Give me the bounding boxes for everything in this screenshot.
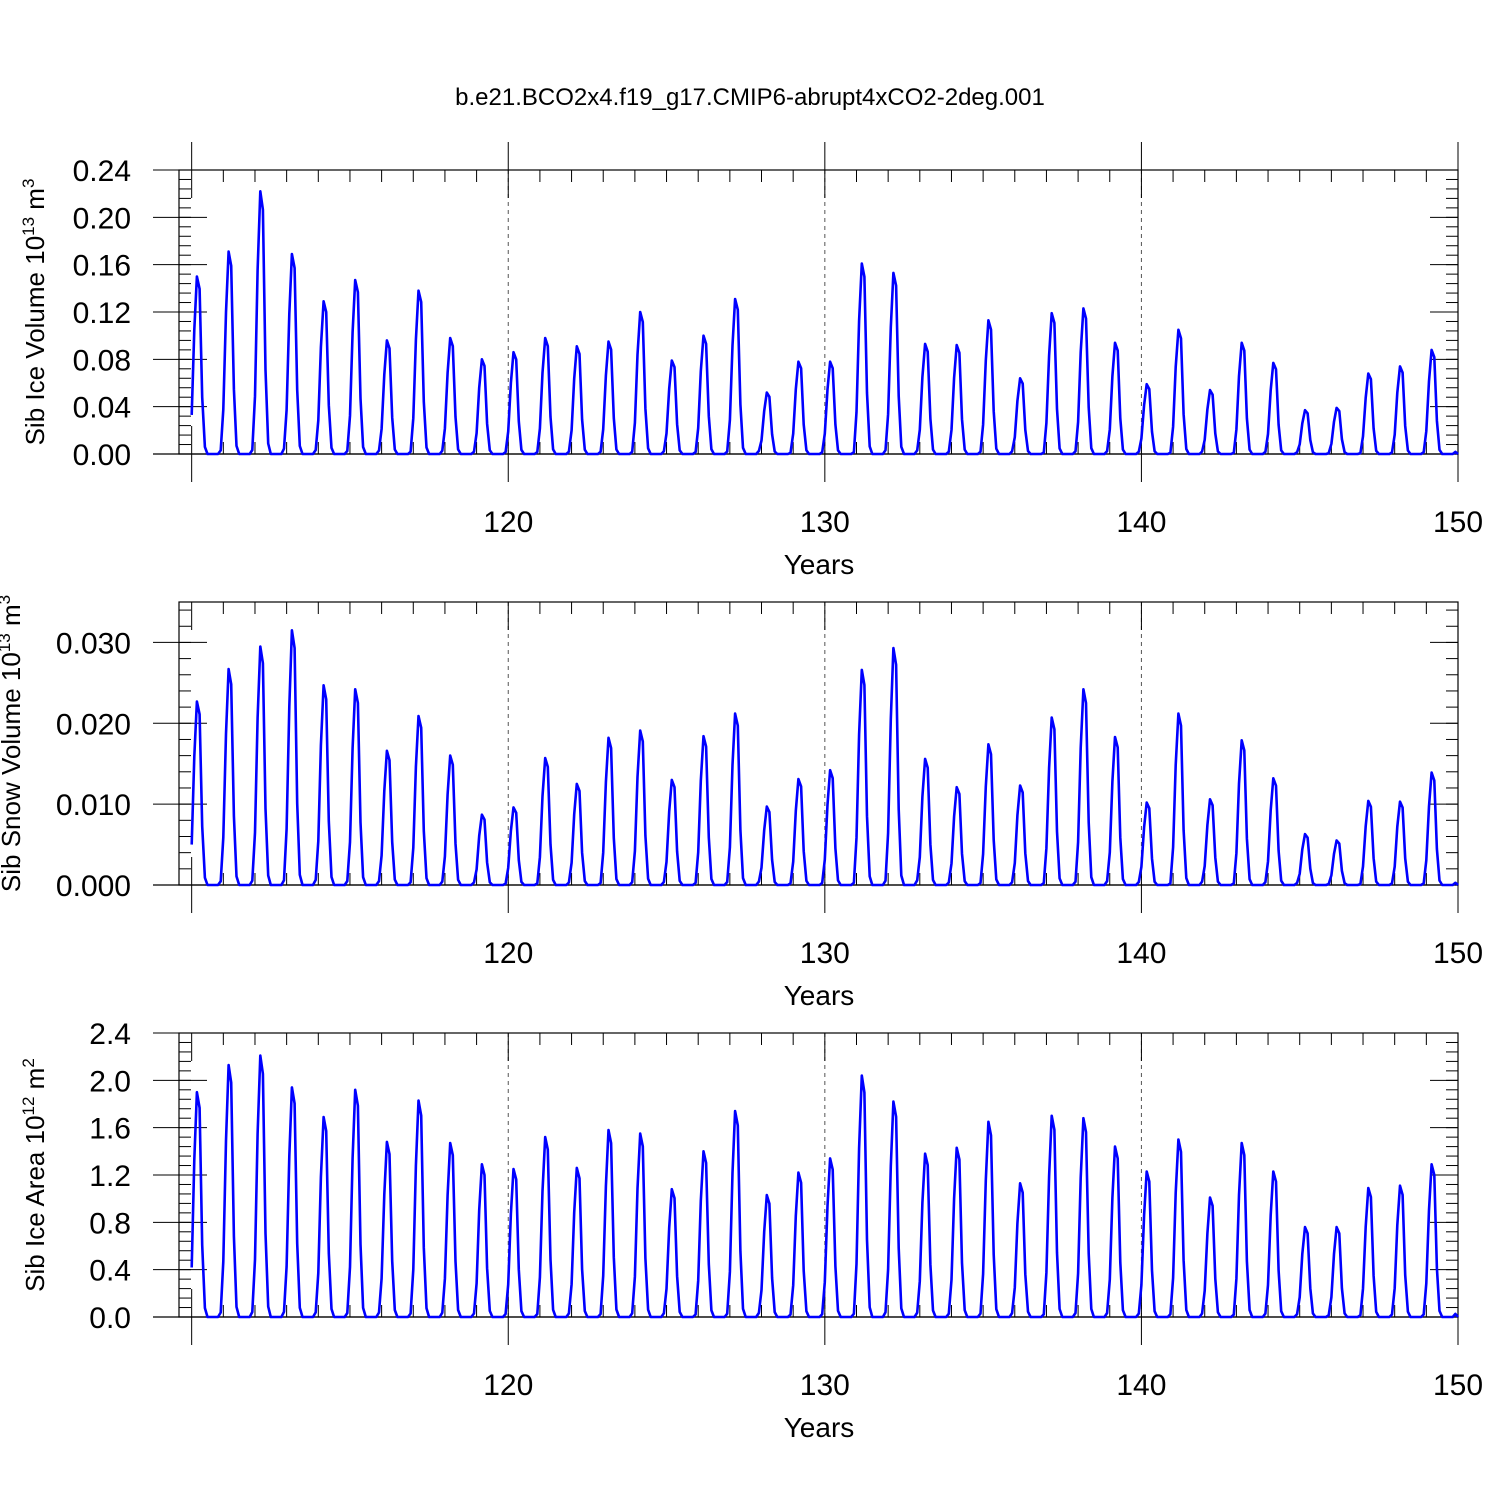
panel-3: 120 130 140 150 Years 0.0 0.4 0.8 1.2 1.6 2.0 2.4 Si… (19, 1018, 1483, 1443)
x-axis-title: Years (784, 549, 855, 580)
y-tick-label: 2.0 (89, 1065, 131, 1098)
x-tick-label: 150 (1433, 506, 1483, 539)
y-axis-title: Sib Snow Volume 1013 m3 (0, 595, 26, 892)
x-axis-title: Years (784, 1412, 855, 1443)
y-tick-label: 2.4 (89, 1018, 131, 1051)
series-line (190, 1054, 1459, 1319)
y-tick-label: 0.12 (73, 297, 131, 330)
series-line (190, 628, 1459, 887)
y-axis-title: Sib Ice Area 1012 m2 (19, 1058, 50, 1292)
y-tick-label: 0.16 (73, 250, 131, 283)
y-tick-label: 0.000 (56, 870, 131, 903)
x-tick-label: 130 (800, 937, 850, 970)
series-line (190, 190, 1459, 456)
x-tick-label: 140 (1116, 1369, 1166, 1402)
x-tick-label: 150 (1433, 937, 1483, 970)
panel-1: 120 130 140 150 Years 0.00 0.04 0.08 0.12 0.16 0.2… (19, 142, 1483, 580)
plot-frame (178, 1032, 1459, 1318)
chart-title: b.e21.BCO2x4.f19_g17.CMIP6-abrupt4xCO2-2… (455, 84, 1045, 111)
y-tick-label: 0.24 (73, 155, 131, 188)
y-tick-label: 0.0 (89, 1302, 131, 1335)
y-tick-label: 0.4 (89, 1255, 131, 1288)
y-tick-label: 0.020 (56, 708, 131, 741)
y-tick-label: 0.08 (73, 344, 131, 377)
x-tick-label: 150 (1433, 1369, 1483, 1402)
y-tick-label: 0.8 (89, 1207, 131, 1240)
y-axis-title: Sib Ice Volume 1013 m3 (19, 179, 50, 446)
x-tick-label: 120 (483, 506, 533, 539)
plot-frame (178, 601, 1459, 886)
x-axis-title: Years (784, 980, 855, 1011)
x-tick-label: 130 (800, 506, 850, 539)
y-tick-label: 0.20 (73, 202, 131, 235)
y-tick-label: 0.04 (73, 392, 131, 425)
y-tick-label: 1.2 (89, 1160, 131, 1193)
plot-frame (178, 169, 1459, 455)
x-tick-label: 120 (483, 937, 533, 970)
x-tick-label: 130 (800, 1369, 850, 1402)
x-tick-label: 120 (483, 1369, 533, 1402)
y-tick-label: 0.00 (73, 439, 131, 472)
x-tick-label: 140 (1116, 506, 1166, 539)
y-tick-label: 1.6 (89, 1113, 131, 1146)
y-tick-label: 0.030 (56, 627, 131, 660)
y-tick-label: 0.010 (56, 789, 131, 822)
panel-2: 120 130 140 150 Years 0.000 0.010 0.020 0.030 Sib… (0, 595, 1483, 1011)
x-tick-label: 140 (1116, 937, 1166, 970)
